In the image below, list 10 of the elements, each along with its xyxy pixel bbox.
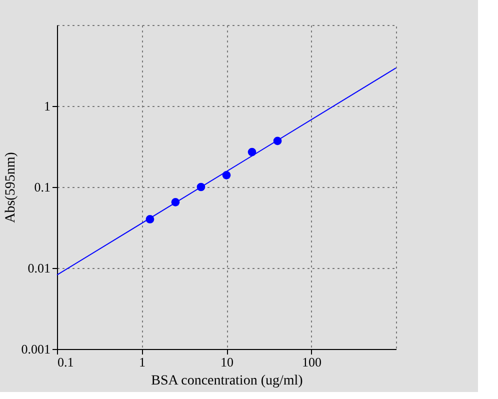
x-tick-label: 10	[220, 354, 234, 370]
x-axis-title: BSA concentration (ug/ml)	[151, 374, 304, 388]
y-tick-label: 0.01	[28, 260, 50, 276]
x-tick-label: 0.1	[58, 354, 74, 370]
x-tick-label: 1	[139, 354, 146, 370]
y-axis-title: Abs(595nm)	[3, 152, 18, 223]
y-tick-label: 1	[44, 98, 50, 114]
x-tick-label: 100	[302, 354, 322, 370]
y-tick-label: 0.001	[21, 342, 50, 356]
y-tick-label: 0.1	[34, 180, 50, 194]
